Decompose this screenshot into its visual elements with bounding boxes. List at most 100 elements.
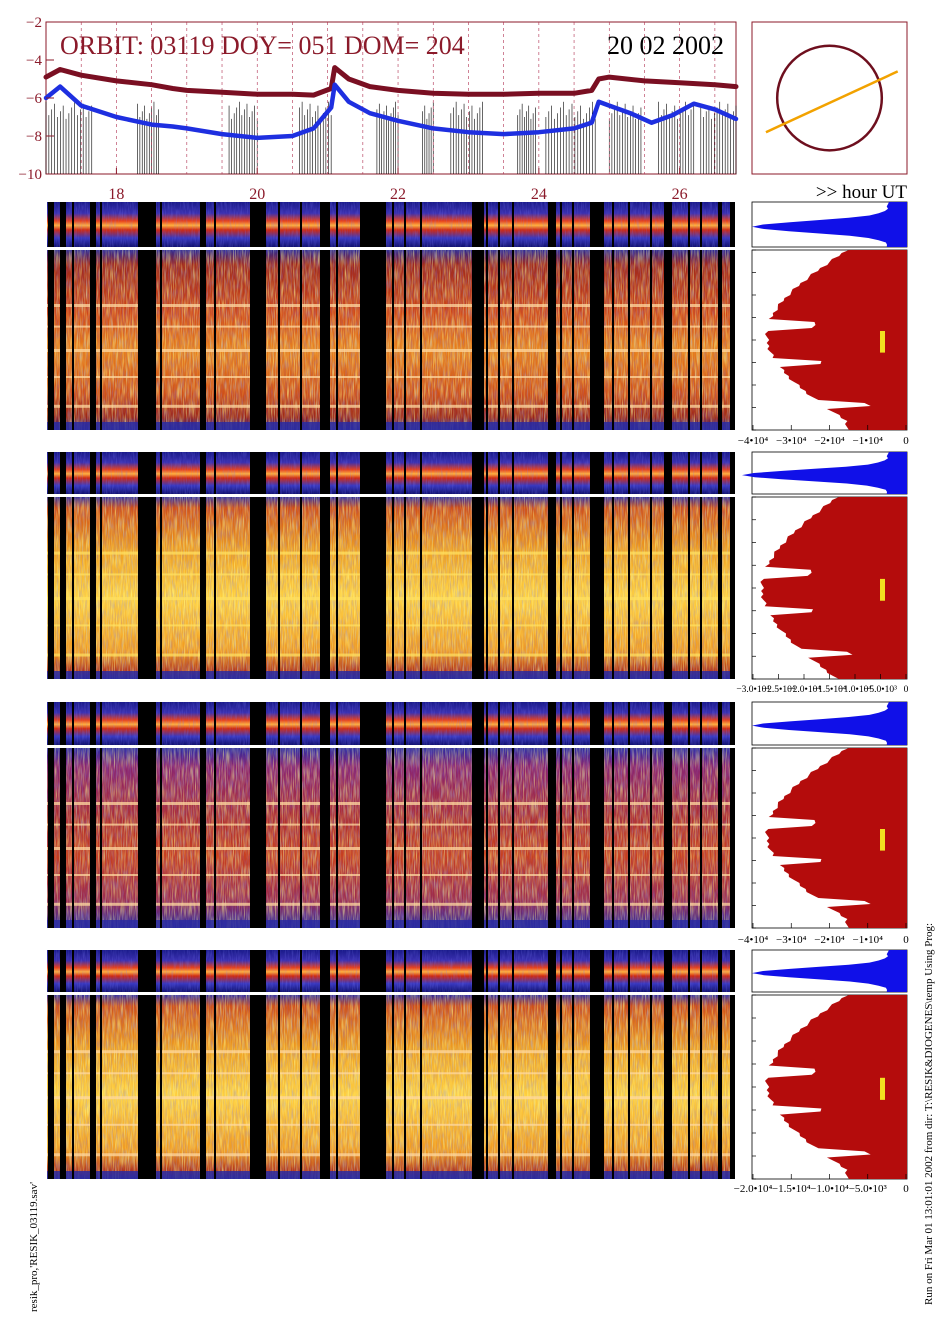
data-gap-stripe bbox=[392, 202, 394, 430]
data-gap-column bbox=[60, 702, 66, 928]
data-gap-stripe bbox=[420, 202, 422, 430]
data-gap-stripe bbox=[148, 702, 150, 928]
data-gap-stripe bbox=[486, 950, 488, 1179]
data-gap-stripe bbox=[700, 950, 702, 1179]
emission-line bbox=[47, 349, 735, 352]
emission-line bbox=[47, 376, 735, 378]
profile-x-tick-label: −2•10⁴ bbox=[814, 435, 845, 447]
blue-profile bbox=[752, 702, 907, 745]
data-gap-column bbox=[590, 202, 604, 430]
emission-line bbox=[47, 653, 735, 657]
data-gap-stripe bbox=[160, 950, 162, 1179]
data-gap-column bbox=[60, 202, 66, 430]
emission-line bbox=[47, 847, 735, 850]
data-gap-column bbox=[48, 202, 54, 430]
data-gap-stripe bbox=[612, 950, 614, 1179]
profile-x-tick-label: −4•10⁴ bbox=[738, 934, 769, 946]
data-gap-column bbox=[730, 950, 735, 1179]
data-gap-column bbox=[590, 702, 604, 928]
data-gap-stripe bbox=[300, 702, 302, 928]
spectrogram-row-2: −3.0•10⁴−2.5•10⁴−2.0•10⁴−1.5•10⁴−1.0•10⁴… bbox=[47, 451, 909, 695]
data-gap-column bbox=[472, 452, 484, 679]
data-gap-stripe bbox=[148, 202, 150, 430]
data-gap-stripe bbox=[160, 702, 162, 928]
data-gap-stripe bbox=[160, 202, 162, 430]
data-gap-column bbox=[664, 702, 672, 928]
data-gap-stripe bbox=[404, 702, 406, 928]
orbit-track-line bbox=[765, 70, 899, 134]
data-gap-stripe bbox=[650, 950, 652, 1179]
red-profile bbox=[760, 497, 907, 679]
data-gap-stripe bbox=[300, 950, 302, 1179]
data-gap-stripe bbox=[628, 702, 630, 928]
data-gap-stripe bbox=[498, 702, 500, 928]
data-gap-stripe bbox=[214, 202, 216, 430]
data-gap-stripe bbox=[392, 702, 394, 928]
data-gap-column bbox=[664, 950, 672, 1179]
x-tick-label: 26 bbox=[672, 186, 688, 203]
data-gap-stripe bbox=[688, 950, 690, 1179]
data-gap-stripe bbox=[572, 452, 574, 679]
emission-line bbox=[47, 1072, 735, 1075]
profile-x-tick-label: −3•10⁴ bbox=[776, 934, 807, 946]
data-gap-column bbox=[90, 702, 96, 928]
data-gap-column bbox=[320, 702, 330, 928]
data-gap-column bbox=[200, 202, 206, 430]
data-gap-column bbox=[718, 702, 722, 928]
data-gap-column bbox=[718, 452, 722, 679]
emission-line bbox=[47, 1123, 735, 1126]
data-gap-column bbox=[472, 702, 484, 928]
spectrogram-bottom-band bbox=[47, 920, 735, 928]
data-gap-column bbox=[60, 452, 66, 679]
data-gap-column bbox=[590, 950, 604, 1179]
orbit-panel bbox=[751, 21, 908, 175]
data-gap-column bbox=[200, 452, 206, 679]
data-gap-stripe bbox=[650, 202, 652, 430]
data-gap-stripe bbox=[572, 702, 574, 928]
data-gap-column bbox=[548, 452, 556, 679]
emission-line bbox=[47, 624, 735, 627]
data-gap-stripe bbox=[512, 452, 514, 679]
data-gap-stripe bbox=[262, 452, 264, 679]
profile-x-tick-label: −2.5•10⁴ bbox=[762, 685, 796, 695]
data-gap-column bbox=[548, 202, 556, 430]
data-gap-column bbox=[90, 950, 96, 1179]
data-gap-stripe bbox=[60, 452, 62, 679]
data-gap-stripe bbox=[148, 452, 150, 679]
emission-line bbox=[47, 573, 735, 576]
data-gap-stripe bbox=[498, 202, 500, 430]
data-gap-column bbox=[664, 202, 672, 430]
data-gap-stripe bbox=[628, 950, 630, 1179]
emission-line bbox=[47, 1096, 735, 1100]
data-gap-column bbox=[90, 452, 96, 679]
spectrogram-row-3: −4•10⁴ −3•10⁴ −2•10⁴ −1•10⁴ 0 bbox=[47, 701, 909, 946]
emission-line bbox=[47, 823, 735, 826]
data-gap-column bbox=[138, 702, 156, 928]
orbit-label: ORBIT: 03119 DOY= 051 DOM= 204 bbox=[60, 31, 465, 60]
profile-x-tick-label: −4•10⁴ bbox=[738, 435, 769, 447]
data-gap-stripe bbox=[512, 702, 514, 928]
data-gap-column bbox=[138, 452, 156, 679]
data-gap-stripe bbox=[278, 452, 280, 679]
profile-x-tick-label: −2.0•10⁴ bbox=[734, 1183, 773, 1195]
data-gap-column bbox=[472, 950, 484, 1179]
data-gap-stripe bbox=[214, 452, 216, 679]
emission-line bbox=[47, 551, 735, 555]
data-gap-column bbox=[360, 452, 386, 679]
data-gap-stripe bbox=[486, 452, 488, 679]
spectrogram-bottom-band bbox=[47, 671, 735, 679]
data-gap-stripe bbox=[278, 202, 280, 430]
emission-line bbox=[47, 325, 735, 328]
data-gap-stripe bbox=[700, 452, 702, 679]
red-profile bbox=[765, 250, 907, 430]
data-gap-column bbox=[138, 202, 156, 430]
data-gap-column bbox=[320, 202, 330, 430]
data-gap-stripe bbox=[498, 452, 500, 679]
data-gap-column bbox=[548, 702, 556, 928]
data-gap-stripe bbox=[160, 452, 162, 679]
x-tick-label: 18 bbox=[108, 186, 124, 203]
data-gap-stripe bbox=[262, 202, 264, 430]
data-gap-column bbox=[664, 452, 672, 679]
y-tick-label: −8 bbox=[26, 129, 42, 145]
data-gap-column bbox=[718, 202, 722, 430]
